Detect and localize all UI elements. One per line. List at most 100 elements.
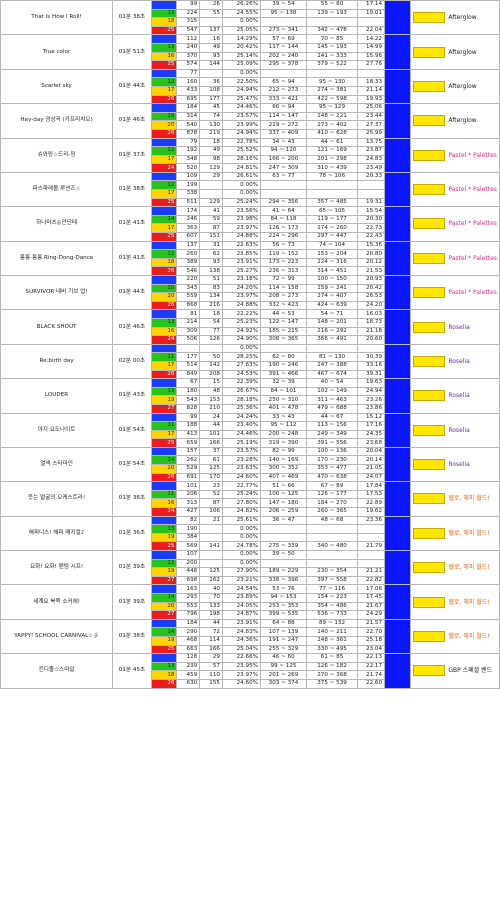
fever-note-count: 170 xyxy=(199,472,223,483)
fever-start-range: 33 ~ 43 xyxy=(259,412,307,423)
band-cell: Roselia xyxy=(410,446,500,483)
band-label: GBP 스페셜 밴드 xyxy=(413,665,497,677)
rating-value: 33.16 xyxy=(357,360,386,371)
divider-column xyxy=(384,0,412,36)
fever-start-range: 126 ~ 173 xyxy=(259,223,307,234)
divider-column xyxy=(384,653,412,689)
note-count: 691 xyxy=(176,472,201,483)
song-title: BLACK SHOUT xyxy=(0,309,114,345)
rating-value: 21.18 xyxy=(357,326,386,337)
difficulty-level xyxy=(150,446,178,457)
band-name: Roselia xyxy=(448,461,470,469)
fever-start-range: 399 ~ 535 xyxy=(259,610,307,620)
fever-end-range: 148 ~ 221 xyxy=(305,111,359,122)
fever-start-range: 41 ~ 64 xyxy=(259,206,307,216)
difficulty-level xyxy=(150,584,178,594)
song-title: 슈와링☆드리-밍 xyxy=(0,137,114,173)
song-title: 킨디졸☆스마일 xyxy=(0,653,114,689)
band-label: Roselia xyxy=(413,321,497,333)
note-count: 163 xyxy=(176,584,201,594)
percentage: 24.87% xyxy=(221,610,261,620)
table-row: 17 338 0.00% xyxy=(1,189,500,199)
song-title: Re:birth day xyxy=(0,343,114,380)
table-row: 26 630 155 24.60% 303 ~ 374 375 ~ 539 22.60 xyxy=(1,678,500,689)
fever-note-count: 31 xyxy=(199,240,223,251)
divider-column xyxy=(384,584,412,620)
rating-value: 20.04 xyxy=(357,446,386,457)
fever-end-range: 54 ~ 71 xyxy=(305,309,359,319)
percentage: 25.24% xyxy=(221,197,261,208)
percentage: 24.46% xyxy=(221,103,261,113)
band-name: Pastel * Palettes xyxy=(448,254,497,262)
fever-start-range: 250 ~ 310 xyxy=(259,395,307,405)
table-row: Re:birth day 02분 00초 0.00% Roselia xyxy=(0,343,500,380)
band-name: 헬로, 해피 월드! xyxy=(448,632,490,640)
fever-end-range xyxy=(305,524,359,534)
rating-value xyxy=(357,532,386,543)
fever-end-range: 89 ~ 132 xyxy=(305,618,359,629)
difficulty-level xyxy=(150,378,178,388)
fever-start-range: 56 ~ 73 xyxy=(259,240,307,251)
percentage: 0.00% xyxy=(221,558,261,569)
rating-value: 22.43 xyxy=(357,232,386,242)
rating-value xyxy=(357,558,386,569)
fever-note-count xyxy=(199,343,223,354)
rating-value: 27.37 xyxy=(357,120,386,130)
note-count: 569 xyxy=(176,541,201,551)
fever-start-range: 114 ~ 147 xyxy=(259,111,307,122)
note-count: 200 xyxy=(176,558,201,569)
fever-start-range: 189 ~ 229 xyxy=(259,567,307,577)
percentage: 24.36% xyxy=(221,635,261,646)
note-count: 384 xyxy=(176,532,201,543)
note-count: 659 xyxy=(176,438,201,448)
rating-value: 21.53 xyxy=(357,266,386,276)
band-cell: Afterglow xyxy=(410,34,500,70)
fever-start-range: 117 ~ 144 xyxy=(259,42,307,53)
note-count: 206 xyxy=(176,489,201,500)
fever-note-count: 216 xyxy=(199,300,223,311)
table-row: 열색 스타마인 01분 54초 157 37 23.57% 82 ~ 99 100 ~ 13… xyxy=(0,446,500,483)
fever-end-range: 470 ~ 638 xyxy=(305,472,359,483)
song-title: 룽룽·룽룽 Ring-Dong-Dance xyxy=(0,240,114,277)
note-count: 343 xyxy=(176,283,201,294)
difficulty-level xyxy=(150,618,178,629)
song-title: 해피니스! 해피 매지컬♪ xyxy=(0,515,114,552)
fever-note-count: 208 xyxy=(199,369,223,380)
percentage: 24.24% xyxy=(221,412,261,423)
fever-note-count: 77 xyxy=(199,326,223,337)
band-logo-icon xyxy=(413,630,446,642)
fever-start-range: 34 ~ 43 xyxy=(259,137,307,148)
fever-note-count: 29 xyxy=(199,653,223,663)
fever-start-range: 62 ~ 80 xyxy=(259,352,307,362)
fever-note-count: 210 xyxy=(199,403,223,414)
percentage: 24.90% xyxy=(221,335,261,345)
band-cell: Afterglow xyxy=(410,103,500,139)
divider-column xyxy=(384,68,412,105)
band-name: 헬로, 해피 월드! xyxy=(448,495,490,503)
fever-note-count xyxy=(199,17,223,27)
band-cell: 헬로, 해피 월드! xyxy=(410,618,500,655)
band-name: 헬로, 해피 월드! xyxy=(448,564,490,572)
fever-end-range: 424 ~ 639 xyxy=(305,300,359,311)
song-title: 야지 요도나이트 xyxy=(0,412,114,448)
fever-end-range: 121 ~ 169 xyxy=(305,146,359,156)
divider-column xyxy=(384,34,412,70)
band-label: Roselia xyxy=(413,390,497,402)
percentage: 25.27% xyxy=(221,266,261,276)
difficulty-level xyxy=(150,481,178,491)
percentage: 23.99% xyxy=(221,120,261,130)
difficulty-level: 19 xyxy=(150,395,178,405)
fever-end-range: 100 ~ 150 xyxy=(305,275,359,285)
percentage: 23.91% xyxy=(221,618,261,629)
table-row: Scarlet sky 01분 44초 77 0.00% Afterglow xyxy=(0,68,500,105)
note-count: 77 xyxy=(176,68,201,79)
rating-value: 17.45 xyxy=(357,592,386,603)
percentage: 24.88% xyxy=(221,300,261,311)
fever-end-range: 357 ~ 485 xyxy=(305,197,359,208)
rating-value: 24.94 xyxy=(357,386,386,397)
note-count: 262 xyxy=(176,455,201,466)
difficulty-level: 19 xyxy=(150,567,178,577)
band-label: Pastel * Palettes xyxy=(413,252,497,264)
band-name: Roselia xyxy=(448,323,470,331)
percentage: 22.78% xyxy=(221,137,261,148)
